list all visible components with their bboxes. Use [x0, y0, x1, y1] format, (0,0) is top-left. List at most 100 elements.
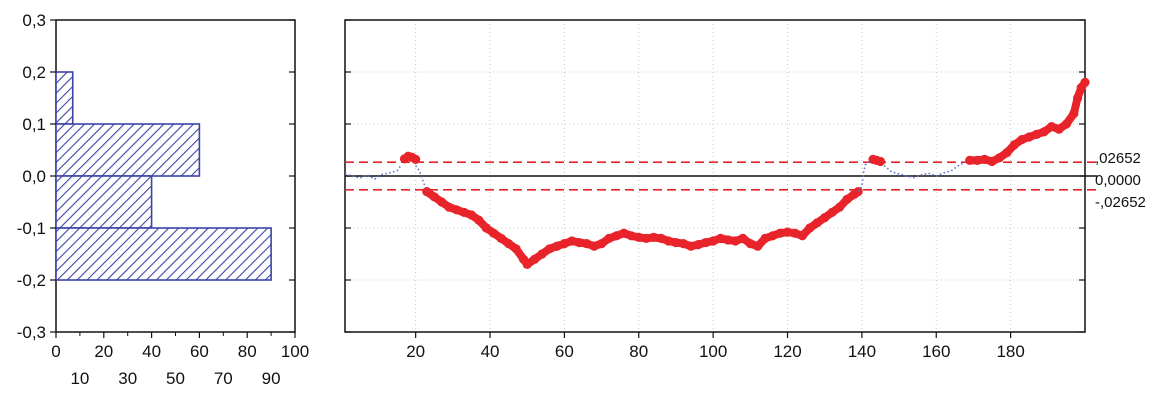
series-point-red [634, 232, 644, 242]
series-point-red [582, 239, 592, 249]
series-point-red [537, 249, 547, 259]
series-point-red [1061, 119, 1072, 129]
series-point-red [611, 231, 622, 241]
histogram-x-tick-label: 0 [51, 342, 60, 361]
histogram-x-tick-label: 20 [94, 342, 113, 361]
histogram-y-tick-label: 0,3 [22, 11, 46, 30]
scatter-x-tick-label: 180 [996, 342, 1024, 361]
series-point-red [574, 237, 584, 248]
series-point-red [753, 241, 763, 251]
series-point-red [1002, 148, 1012, 158]
scatter-x-tick-label: 60 [555, 342, 574, 361]
series-point-red [481, 223, 491, 233]
scatter-x-tick-label: 80 [629, 342, 648, 361]
reference-line-label: 0,0000 [1095, 172, 1141, 189]
series-point-red [745, 239, 755, 249]
series-point-red [1072, 93, 1083, 103]
series-point-red [626, 231, 636, 241]
series-point-red [504, 239, 514, 249]
series-point-red [466, 210, 477, 220]
scatter-x-tick-label: 40 [481, 342, 500, 361]
reference-line-label: -,02652 [1095, 194, 1146, 211]
scatter-x-tick-label: 20 [406, 342, 425, 361]
histogram-x-tick-label-lower: 30 [118, 369, 137, 388]
series-point-red [994, 153, 1005, 163]
histogram-y-tick-label: 0,1 [22, 115, 46, 134]
series-point-red [738, 233, 748, 243]
series-point-red [1024, 132, 1034, 142]
series-point-red [1046, 122, 1057, 132]
series-line-blue [883, 160, 967, 179]
series-point-red [596, 239, 607, 249]
histogram-y-tick-label: -0,1 [17, 219, 46, 238]
series-point-red [451, 205, 462, 215]
series-point-red [619, 228, 629, 238]
series-point-red [678, 239, 688, 249]
series-point-red [834, 202, 845, 212]
reference-line-label: ,02652 [1095, 150, 1141, 167]
series-point-red [437, 197, 447, 207]
series-point-red [693, 240, 703, 250]
scatter-x-tick-label: 160 [922, 342, 950, 361]
histogram-y-tick-label: -0,2 [17, 271, 46, 290]
series-point-red [987, 156, 997, 167]
histogram-bar-1 [55, 123, 201, 177]
series-line-blue [344, 165, 402, 181]
series-line-blue [857, 160, 870, 193]
scatter-chart: 20 40 60 80 100 120 140 160 180 ,02652 0,0000 -,02… [344, 19, 1146, 361]
series-point-red [496, 233, 506, 243]
series-point-red [474, 215, 484, 225]
series-point-red [649, 232, 659, 242]
series-point-red [656, 233, 666, 243]
histogram-x-tick-label: 60 [190, 342, 209, 361]
histogram-x-tick-label: 100 [281, 342, 309, 361]
series-point-red [701, 237, 711, 248]
histogram-y-tick-label: -0,3 [17, 323, 46, 342]
series-point-red [782, 227, 793, 237]
histogram-x-tick-label-lower: 90 [262, 369, 281, 388]
histogram-chart: 0,3 0,2 0,1 0,0 -0,1 -0,2 -0,3 0 20 40 60 80 100 10 3… [17, 11, 309, 388]
series-point-red [429, 192, 439, 202]
series-point-red [604, 233, 614, 243]
series-point-red [797, 231, 807, 241]
histogram-bar-0 [55, 71, 74, 125]
series-point-red [671, 237, 681, 248]
series-point-red [715, 233, 726, 243]
series-point-red [827, 207, 837, 217]
series-point-red [790, 228, 800, 238]
series-point-red [511, 244, 521, 254]
histogram-x-tick-label-lower: 10 [70, 369, 89, 388]
scatter-x-tick-label: 100 [699, 342, 727, 361]
histogram-y-tick-label: 0,2 [22, 63, 46, 82]
series-point-red [530, 254, 540, 264]
histogram-x-tick-label: 80 [238, 342, 257, 361]
series-point-red [760, 233, 770, 243]
histogram-bar-3 [55, 227, 272, 281]
series-point-red [411, 154, 421, 164]
series-point-red [723, 235, 733, 245]
series-point-red [775, 228, 785, 238]
series-point-red [1069, 109, 1079, 119]
series-point-red [1032, 129, 1042, 139]
series-point-red [444, 202, 454, 212]
series-point-red [589, 241, 599, 251]
series-point-red [768, 231, 778, 241]
series-point-red [708, 236, 718, 246]
series-point-red [544, 244, 555, 254]
series-point-red [1009, 140, 1019, 150]
series-point-red [965, 155, 975, 165]
series-point-red [1080, 77, 1090, 87]
histogram-x-tick-label-lower: 50 [166, 369, 185, 388]
scatter-x-tick-label: 140 [848, 342, 876, 361]
series-point-red [730, 236, 741, 246]
series-point-red [559, 239, 569, 249]
series-point-red [842, 194, 852, 204]
series-point-red [663, 236, 674, 246]
series-point-red [1039, 127, 1049, 137]
series-point-red [1054, 124, 1064, 134]
series-point-red [979, 154, 990, 164]
series-point-red [972, 155, 982, 165]
series-point-red [1017, 135, 1027, 145]
